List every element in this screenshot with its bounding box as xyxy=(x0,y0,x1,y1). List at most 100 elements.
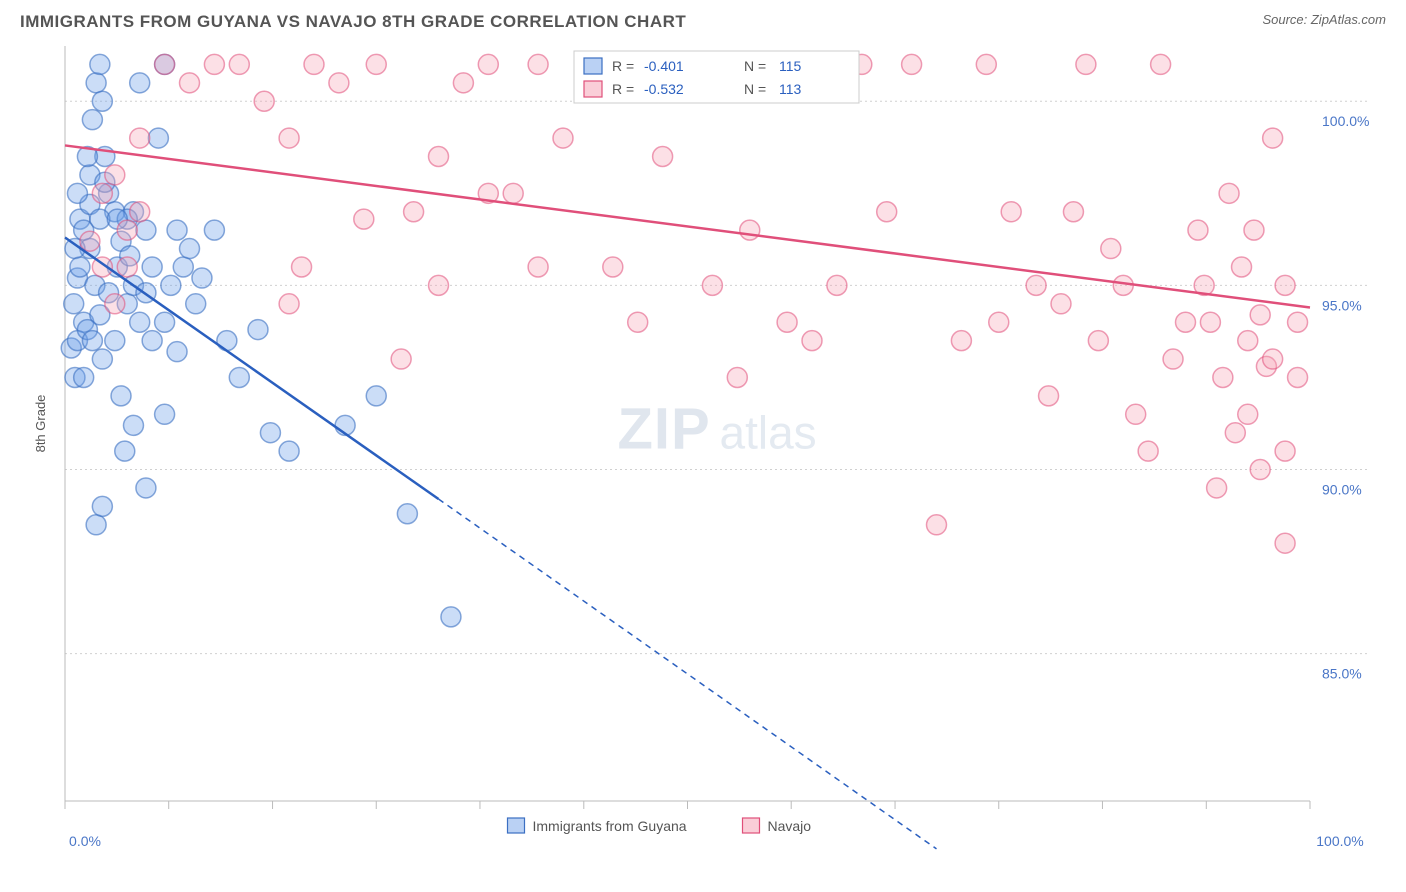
point-navajo xyxy=(478,54,498,74)
point-navajo xyxy=(1288,312,1308,332)
point-guyana xyxy=(70,257,90,277)
point-guyana xyxy=(155,404,175,424)
point-navajo xyxy=(927,515,947,535)
point-guyana xyxy=(111,386,131,406)
point-navajo xyxy=(105,294,125,314)
point-navajo xyxy=(1076,54,1096,74)
point-navajo xyxy=(404,202,424,222)
point-navajo xyxy=(1250,460,1270,480)
point-navajo xyxy=(1176,312,1196,332)
point-navajo xyxy=(279,294,299,314)
point-guyana xyxy=(142,331,162,351)
point-navajo xyxy=(1151,54,1171,74)
point-navajo xyxy=(877,202,897,222)
point-guyana xyxy=(136,220,156,240)
point-navajo xyxy=(951,331,971,351)
point-guyana xyxy=(366,386,386,406)
point-guyana xyxy=(86,73,106,93)
point-navajo xyxy=(130,202,150,222)
point-navajo xyxy=(777,312,797,332)
point-navajo xyxy=(1101,239,1121,259)
legend-r-value-navajo: -0.532 xyxy=(644,81,684,97)
point-guyana xyxy=(74,367,94,387)
point-navajo xyxy=(503,183,523,203)
point-guyana xyxy=(167,220,187,240)
point-navajo xyxy=(204,54,224,74)
point-navajo xyxy=(1275,533,1295,553)
bottom-swatch-navajo xyxy=(743,818,760,833)
point-navajo xyxy=(976,54,996,74)
point-navajo xyxy=(902,54,922,74)
point-guyana xyxy=(279,441,299,461)
point-navajo xyxy=(1188,220,1208,240)
watermark: atlas xyxy=(720,407,817,459)
point-guyana xyxy=(248,320,268,340)
point-guyana xyxy=(92,349,112,369)
point-guyana xyxy=(204,220,224,240)
point-guyana xyxy=(64,294,84,314)
point-navajo xyxy=(1238,404,1258,424)
point-navajo xyxy=(117,257,137,277)
scatter-chart: 85.0%90.0%95.0%100.0%0.0%100.0%8th Grade… xyxy=(20,36,1380,866)
point-navajo xyxy=(1026,275,1046,295)
bottom-label-navajo: Navajo xyxy=(768,818,812,834)
point-guyana xyxy=(173,257,193,277)
point-navajo xyxy=(279,128,299,148)
legend-r-value-guyana: -0.401 xyxy=(644,58,684,74)
point-navajo xyxy=(1232,257,1252,277)
point-navajo xyxy=(802,331,822,351)
point-navajo xyxy=(453,73,473,93)
chart-svg: 85.0%90.0%95.0%100.0%0.0%100.0%8th Grade… xyxy=(20,36,1380,866)
point-guyana xyxy=(92,91,112,111)
point-navajo xyxy=(1200,312,1220,332)
point-navajo xyxy=(1244,220,1264,240)
x-max-label: 100.0% xyxy=(1316,833,1363,849)
x-min-label: 0.0% xyxy=(69,833,101,849)
point-guyana xyxy=(82,110,102,130)
point-guyana xyxy=(186,294,206,314)
point-navajo xyxy=(1051,294,1071,314)
point-navajo xyxy=(1207,478,1227,498)
y-axis-title: 8th Grade xyxy=(33,395,48,453)
legend-n-label: N = xyxy=(744,58,766,74)
point-navajo xyxy=(354,209,374,229)
point-navajo xyxy=(254,91,274,111)
point-guyana xyxy=(180,239,200,259)
y-tick-label: 95.0% xyxy=(1322,297,1362,313)
point-navajo xyxy=(92,183,112,203)
point-guyana xyxy=(148,128,168,148)
point-navajo xyxy=(391,349,411,369)
point-navajo xyxy=(1250,305,1270,325)
point-guyana xyxy=(217,331,237,351)
point-navajo xyxy=(180,73,200,93)
trend-guyana-dash xyxy=(439,499,937,849)
bottom-label-guyana: Immigrants from Guyana xyxy=(533,818,687,834)
point-navajo xyxy=(1263,349,1283,369)
point-guyana xyxy=(161,275,181,295)
point-navajo xyxy=(1039,386,1059,406)
point-guyana xyxy=(105,331,125,351)
point-navajo xyxy=(1219,183,1239,203)
point-navajo xyxy=(702,275,722,295)
point-navajo xyxy=(1275,275,1295,295)
point-guyana xyxy=(229,367,249,387)
point-navajo xyxy=(528,257,548,277)
legend-n-value-guyana: 115 xyxy=(779,58,802,74)
legend-r-label: R = xyxy=(612,81,634,97)
point-navajo xyxy=(1113,275,1133,295)
point-navajo xyxy=(1275,441,1295,461)
legend-swatch-navajo xyxy=(584,81,602,97)
point-guyana xyxy=(67,183,87,203)
point-guyana xyxy=(260,423,280,443)
point-navajo xyxy=(528,54,548,74)
point-navajo xyxy=(1225,423,1245,443)
point-navajo xyxy=(1126,404,1146,424)
point-guyana xyxy=(142,257,162,277)
point-guyana xyxy=(115,441,135,461)
point-navajo xyxy=(130,128,150,148)
point-navajo xyxy=(105,165,125,185)
point-navajo xyxy=(304,54,324,74)
legend-r-label: R = xyxy=(612,58,634,74)
point-guyana xyxy=(92,496,112,516)
point-guyana xyxy=(130,312,150,332)
